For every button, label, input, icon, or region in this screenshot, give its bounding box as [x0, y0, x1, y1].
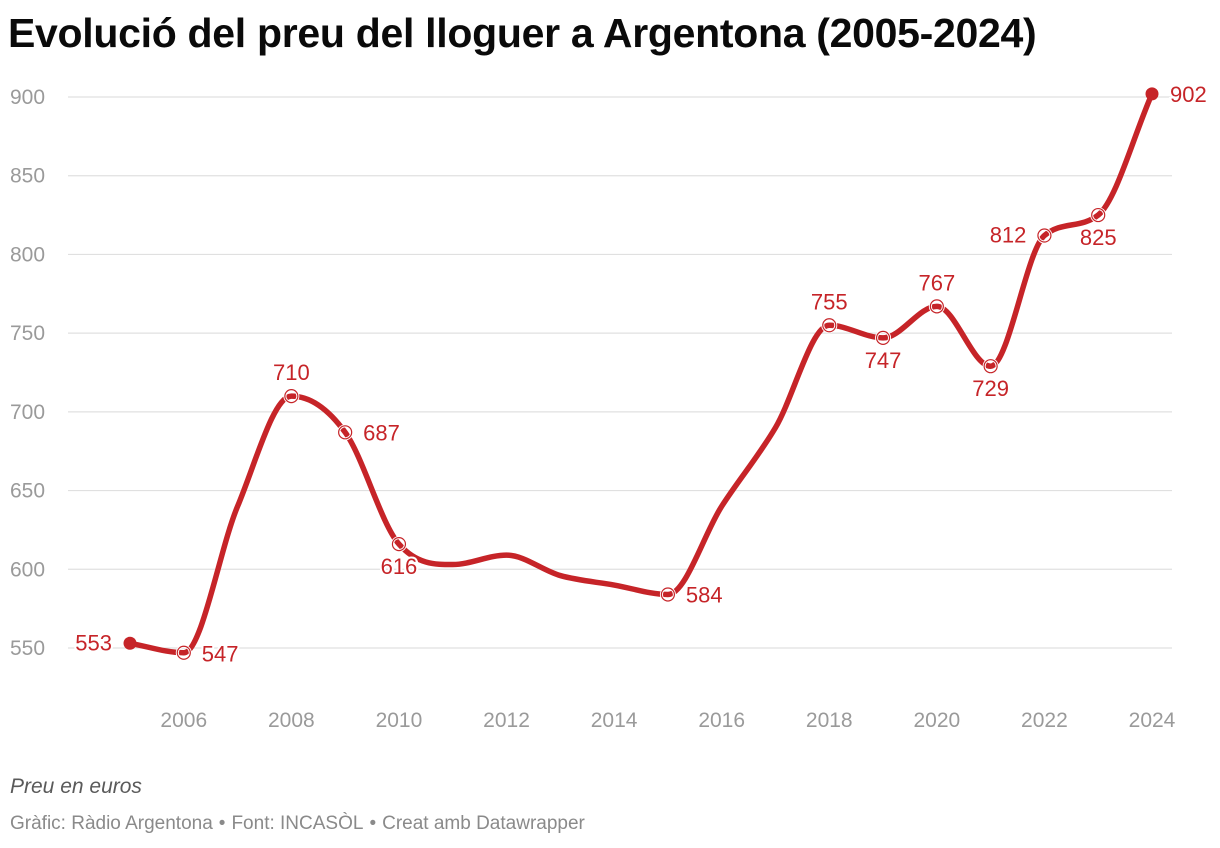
- data-label: 687: [363, 420, 400, 445]
- data-label: 616: [381, 554, 418, 579]
- data-point-marker: [875, 330, 891, 345]
- chart-footer: Gràfic: Ràdio Argentona • Font: INCASÒL • Cr…: [10, 813, 585, 835]
- chart-notes: Preu en euros: [10, 775, 142, 798]
- y-tick-label: 850: [10, 165, 45, 188]
- y-tick-label: 700: [10, 401, 45, 424]
- y-tick-label: 800: [10, 243, 45, 266]
- x-tick-label: 2006: [160, 709, 207, 732]
- data-label: 584: [686, 582, 723, 607]
- y-axis-tick-labels: 550 600 650 700 750 800 850 900: [10, 86, 45, 660]
- data-point-marker: [176, 645, 191, 660]
- data-point-marker: [123, 636, 137, 650]
- data-label: 812: [990, 223, 1027, 248]
- x-tick-label: 2018: [806, 709, 853, 732]
- data-label: 547: [202, 642, 239, 667]
- x-tick-label: 2010: [376, 709, 423, 732]
- x-tick-label: 2020: [913, 709, 960, 732]
- grid-lines: [68, 96, 1172, 649]
- data-label: 767: [918, 270, 955, 295]
- x-tick-label: 2012: [483, 709, 530, 732]
- x-tick-label: 2008: [268, 709, 315, 732]
- x-tick-label: 2016: [698, 709, 745, 732]
- footer-chart-by: Gràfic: Ràdio Argentona: [10, 813, 213, 834]
- data-point-marker: [929, 299, 944, 314]
- footer-tool: Creat amb Datawrapper: [382, 813, 585, 834]
- data-label: 902: [1170, 82, 1207, 107]
- data-point-marker: [1091, 207, 1106, 223]
- x-tick-label: 2024: [1129, 709, 1176, 732]
- data-label: 747: [865, 348, 902, 373]
- x-tick-label: 2022: [1021, 709, 1068, 732]
- data-point-marker: [1145, 87, 1159, 101]
- footer-separator: •: [369, 813, 377, 834]
- data-point-marker: [1037, 228, 1052, 243]
- data-label: 729: [972, 376, 1009, 401]
- y-tick-label: 750: [10, 322, 45, 345]
- point-markers: [123, 87, 1159, 661]
- data-point-marker: [391, 536, 407, 552]
- footer-separator: •: [218, 813, 226, 834]
- chart-title: Evolució del preu del lloguer a Argenton…: [8, 10, 1037, 56]
- y-tick-label: 600: [10, 558, 45, 581]
- y-tick-label: 650: [10, 480, 45, 503]
- data-label: 755: [811, 289, 848, 314]
- data-point-marker: [338, 425, 353, 440]
- y-tick-label: 550: [10, 637, 45, 660]
- x-axis-tick-labels: 2006 2008 2010 2012 2014 2016 2018 2020 2022 2024: [160, 709, 1175, 732]
- data-point-marker: [983, 359, 998, 374]
- y-tick-label: 900: [10, 86, 45, 109]
- data-label: 825: [1080, 225, 1117, 250]
- footer-source: Font: INCASÒL: [231, 813, 364, 834]
- x-tick-label: 2014: [591, 709, 638, 732]
- data-point-marker: [822, 318, 837, 333]
- data-point-marker: [284, 389, 299, 404]
- data-label: 553: [75, 630, 112, 655]
- data-labels: 553 547 710 687 616 584 755 747 767 729 812 825 902: [73, 80, 1208, 669]
- data-label: 710: [273, 360, 310, 385]
- data-point-marker: [660, 587, 675, 602]
